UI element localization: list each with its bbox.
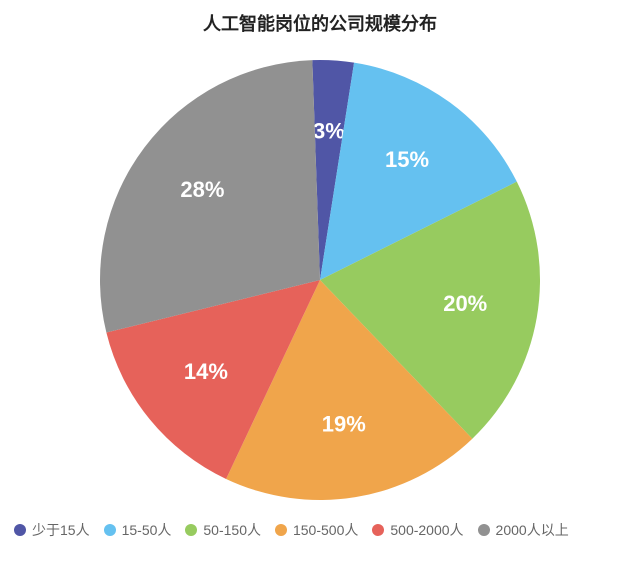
legend-item: 15-50人 [104,520,172,540]
legend-item: 少于15人 [14,520,90,540]
legend: 少于15人 15-50人 50-150人 150-500人 500-2000人 2000人… [14,520,626,544]
legend-swatch [104,524,116,536]
legend-item: 500-2000人 [372,520,463,540]
legend-swatch [372,524,384,536]
slice-percent-label: 14% [184,359,228,384]
legend-item: 2000人以上 [478,520,569,540]
legend-label: 2000人以上 [496,520,569,540]
slice-percent-label: 3% [313,119,345,144]
slice-percent-label: 28% [180,177,224,202]
legend-label: 15-50人 [122,520,172,540]
pie-chart: 3% 15% 20% 19% 14% 28% [0,0,640,520]
legend-swatch [478,524,490,536]
slice-percent-label: 15% [385,147,429,172]
slice-percent-label: 20% [443,291,487,316]
legend-label: 少于15人 [32,520,90,540]
slice-percent-label: 19% [322,411,366,436]
legend-swatch [14,524,26,536]
legend-label: 50-150人 [203,520,261,540]
legend-label: 500-2000人 [390,520,463,540]
legend-swatch [275,524,287,536]
legend-item: 50-150人 [185,520,261,540]
legend-label: 150-500人 [293,520,358,540]
legend-item: 150-500人 [275,520,358,540]
legend-swatch [185,524,197,536]
